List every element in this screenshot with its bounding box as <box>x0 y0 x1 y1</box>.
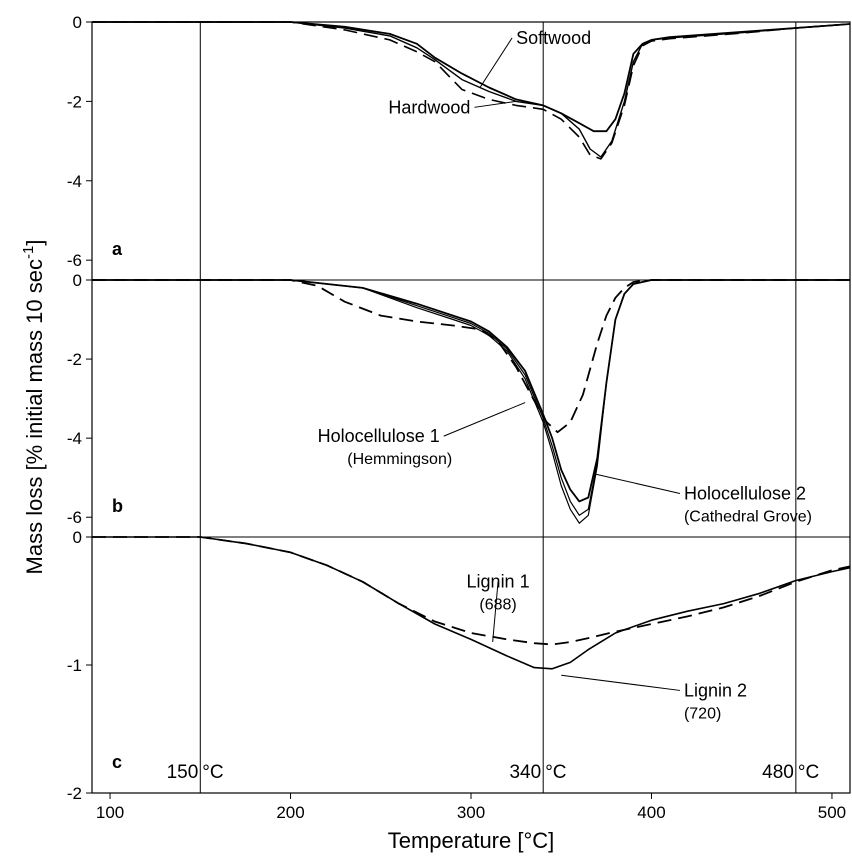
y-tick-label: -4 <box>67 429 82 448</box>
panel-letter: b <box>112 496 123 516</box>
series-line-b-4 <box>92 279 850 434</box>
y-axis-label-end: ] <box>22 240 47 246</box>
temperature-line-label: 340 <box>509 762 541 783</box>
x-axis-label: Temperature [°C] <box>388 828 555 853</box>
series-line-a-1 <box>92 21 851 133</box>
y-tick-label: -6 <box>67 508 82 527</box>
annotation-label: Lignin 2 <box>684 680 747 700</box>
y-tick-label: 0 <box>73 528 82 547</box>
series-line-c-1 <box>92 536 851 670</box>
annotation-sublabel: (Cathedral Grove) <box>684 508 812 525</box>
x-tick-label: 400 <box>637 803 665 822</box>
annotation-label: Softwood <box>516 28 591 48</box>
y-tick-label: 0 <box>73 13 82 32</box>
annotation-label: Lignin 1 <box>467 572 530 592</box>
data-series <box>92 21 851 670</box>
plot-border <box>91 21 851 794</box>
series-line-a-2 <box>92 21 851 158</box>
plot-frame <box>91 21 851 794</box>
annotation-leader <box>474 100 517 108</box>
x-tick-label: 500 <box>818 803 846 822</box>
x-tick-label: 200 <box>276 803 304 822</box>
temperature-line-label-unit: °C <box>202 762 223 783</box>
x-tick-label: 300 <box>457 803 485 822</box>
panel-letter: a <box>112 239 123 259</box>
annotation-label: Hardwood <box>388 97 470 117</box>
series-line-b-3 <box>92 279 850 524</box>
x-tick-label: 100 <box>96 803 124 822</box>
annotation-leader <box>593 473 681 494</box>
series-line-b-2 <box>92 279 850 516</box>
y-axis-label-exponent: -1 <box>20 246 37 259</box>
y-tick-label: -2 <box>67 92 82 111</box>
y-tick-label: -2 <box>67 350 82 369</box>
annotation-sublabel: (Hemmingson) <box>347 451 452 468</box>
temperature-line-label: 480 <box>762 762 794 783</box>
series-line-b-1 <box>92 279 850 503</box>
annotations: a Softwood Hardwood b Holocellulose 1 (Hemmin… <box>112 28 812 772</box>
y-tick-label: -2 <box>67 784 82 803</box>
temperature-marker-lines: 150 °C 340 °C 480 °C <box>167 22 819 793</box>
y-tick-label: -6 <box>67 251 82 270</box>
annotation-leader <box>561 674 681 691</box>
series-line-c-2 <box>92 536 851 646</box>
annotation-leader <box>492 581 499 643</box>
annotation-label: Holocellulose 1 <box>318 426 440 446</box>
annotation-sublabel: (688) <box>479 597 516 614</box>
temperature-line-label-unit: °C <box>545 762 566 783</box>
annotation-leader <box>443 402 526 437</box>
y-axis-label-main: Mass loss [% initial mass 10 sec <box>22 259 47 574</box>
annotation-label: Holocellulose 2 <box>684 483 806 503</box>
y-tick-label: -4 <box>67 172 82 191</box>
y-axis-label: Mass loss [% initial mass 10 sec-1] <box>20 240 47 575</box>
temperature-line-label-unit: °C <box>798 762 819 783</box>
annotation-leader <box>479 37 513 88</box>
annotation-sublabel: (720) <box>684 705 721 722</box>
series-line-a-3 <box>92 21 851 160</box>
y-tick-label: 0 <box>73 271 82 290</box>
panel-letter: c <box>112 752 122 772</box>
y-tick-label: -1 <box>67 656 82 675</box>
temperature-line-label: 150 <box>167 762 199 783</box>
